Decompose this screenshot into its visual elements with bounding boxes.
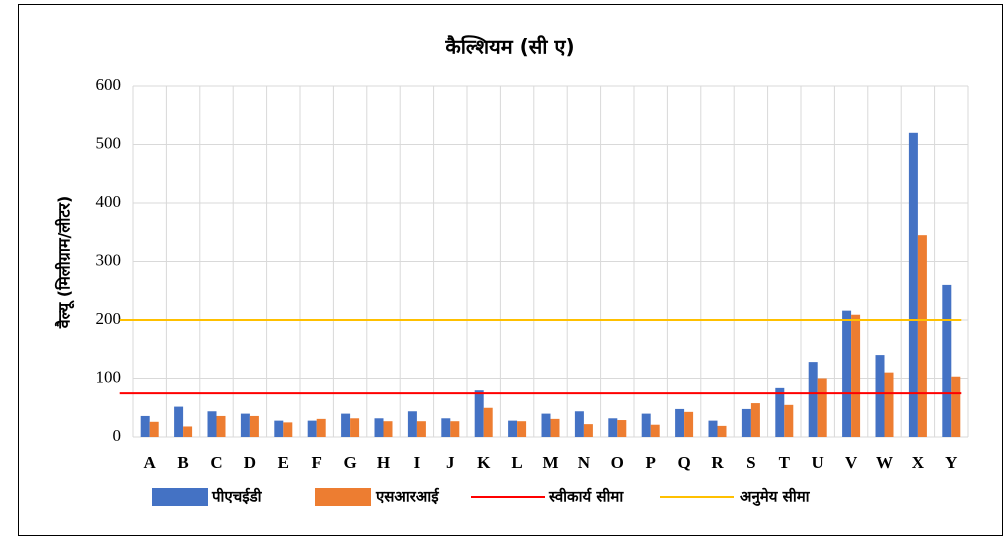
- y-tick-label: 500: [96, 133, 122, 152]
- x-tick-label: U: [812, 453, 824, 472]
- bar: [350, 418, 360, 437]
- bar: [240, 413, 250, 437]
- chart-title: कैल्शियम (सी ए): [444, 35, 574, 59]
- y-tick-label: 300: [96, 250, 122, 269]
- bar: [884, 372, 894, 437]
- bar: [550, 418, 560, 437]
- legend-swatch: [152, 488, 208, 506]
- bar: [908, 132, 918, 438]
- bar: [383, 421, 393, 437]
- legend-label: स्वीकार्य सीमा: [548, 488, 624, 506]
- bar: [574, 411, 584, 437]
- legend-label: अनुमेय सीमा: [740, 488, 811, 507]
- x-tick-label: A: [144, 453, 157, 472]
- bar: [149, 421, 159, 437]
- x-tick-label: F: [312, 453, 322, 472]
- x-tick-label: Y: [945, 453, 957, 472]
- bar: [216, 415, 226, 437]
- bar: [650, 424, 660, 437]
- bar: [316, 418, 326, 437]
- x-tick-label: M: [542, 453, 558, 472]
- bar: [508, 420, 518, 437]
- bar: [617, 420, 627, 437]
- chart-border: [18, 4, 1003, 536]
- bar: [374, 418, 384, 437]
- legend-label: पीएचईडी: [211, 488, 263, 506]
- bar: [249, 415, 259, 437]
- legend-swatch: [315, 488, 371, 506]
- y-tick-label: 0: [113, 426, 122, 445]
- bar: [775, 387, 785, 437]
- bar: [641, 413, 651, 437]
- bar: [541, 413, 551, 437]
- bar: [875, 355, 885, 437]
- bar: [583, 424, 593, 437]
- bar: [951, 376, 961, 437]
- bar: [708, 420, 718, 437]
- bar: [140, 415, 150, 437]
- bar: [274, 420, 284, 437]
- x-tick-label: P: [646, 453, 656, 472]
- x-tick-label: X: [912, 453, 925, 472]
- bar: [942, 284, 952, 437]
- x-tick-label: S: [746, 453, 755, 472]
- bar: [483, 407, 493, 437]
- x-tick-label: H: [377, 453, 390, 472]
- bar: [851, 314, 861, 437]
- bar: [842, 310, 852, 437]
- x-tick-label: C: [210, 453, 222, 472]
- x-tick-label: E: [278, 453, 289, 472]
- y-tick-label: 100: [96, 367, 122, 386]
- bar: [675, 408, 685, 437]
- x-tick-label: I: [414, 453, 421, 472]
- bar: [784, 404, 794, 437]
- x-tick-label: K: [477, 453, 491, 472]
- bar: [341, 413, 351, 437]
- x-tick-label: T: [779, 453, 791, 472]
- y-tick-label: 600: [96, 75, 122, 94]
- y-tick-label: 400: [96, 192, 122, 211]
- bar: [917, 235, 927, 437]
- bar: [416, 421, 426, 437]
- bar: [307, 420, 317, 437]
- bar: [207, 411, 217, 437]
- bar: [717, 425, 727, 437]
- x-tick-label: D: [244, 453, 256, 472]
- bar: [450, 421, 460, 437]
- x-tick-label: W: [876, 453, 893, 472]
- x-tick-label: R: [711, 453, 724, 472]
- bar: [441, 418, 451, 437]
- y-axis-label: वैल्यू (मिलीग्राम/लीटर): [55, 196, 75, 330]
- bar: [174, 406, 184, 437]
- y-tick-label: 200: [96, 309, 122, 328]
- bar: [808, 362, 818, 437]
- bar: [283, 422, 293, 437]
- bar: [517, 421, 527, 437]
- bar: [407, 411, 417, 437]
- x-tick-label: Q: [677, 453, 690, 472]
- bar: [741, 408, 751, 437]
- bar: [183, 426, 193, 437]
- bar: [608, 418, 618, 437]
- x-tick-label: V: [845, 453, 858, 472]
- bar: [684, 411, 694, 437]
- x-tick-label: L: [511, 453, 522, 472]
- x-tick-label: B: [177, 453, 188, 472]
- bar: [817, 378, 827, 437]
- x-tick-label: O: [611, 453, 624, 472]
- x-tick-label: G: [343, 453, 356, 472]
- bar: [474, 390, 484, 437]
- legend-label: एसआरआई: [375, 488, 440, 506]
- x-tick-label: N: [578, 453, 591, 472]
- bar: [750, 403, 760, 437]
- x-tick-label: J: [446, 453, 455, 472]
